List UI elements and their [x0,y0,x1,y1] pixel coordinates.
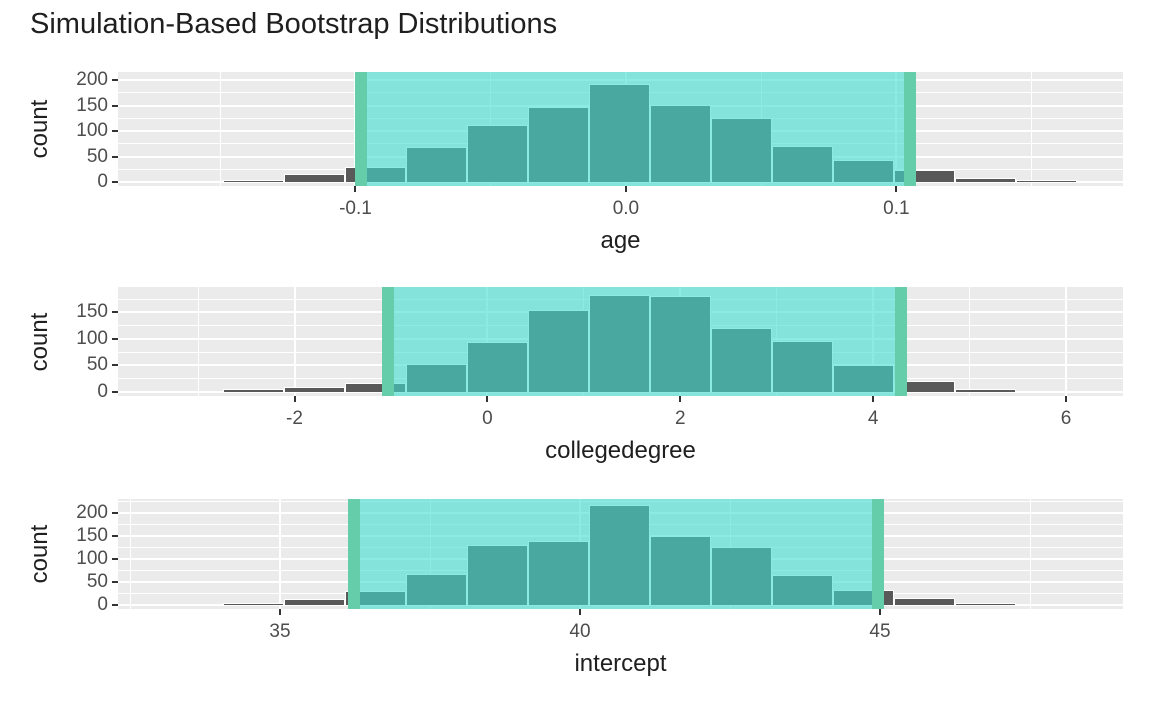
y-tick-label: 200 [76,69,108,90]
x-minor-gridline [1031,72,1033,186]
x-major-gridline [1065,287,1068,396]
x-major-gridline [279,499,281,609]
y-tick-mark [112,79,118,81]
y-tick-mark [112,604,118,606]
y-tick-label: 100 [76,120,108,141]
histogram-bar [284,173,346,184]
histogram-bar [1015,179,1077,184]
y-tick-label: 100 [76,548,108,570]
x-tick-label: -0.1 [339,198,372,219]
y-tick-mark [112,558,118,561]
x-minor-gridline [197,287,199,396]
facet-intercept-ci-band [353,499,879,609]
x-tick-mark [1065,396,1068,402]
x-tick-label: 2 [675,408,686,429]
y-tick-mark [112,104,118,107]
y-tick-mark [112,181,118,183]
y-tick-mark [112,535,118,538]
x-tick-mark [486,396,489,402]
y-tick-label: 0 [97,594,108,615]
facet-intercept-ci-lower-edge [347,499,360,609]
facet-collegedegree-ci-band [388,287,902,396]
y-tick-label: 150 [76,301,108,323]
x-minor-gridline [1029,499,1031,609]
y-tick-label: 200 [76,502,108,524]
histogram-bar [223,389,285,394]
x-tick-mark [579,609,581,615]
y-tick-label: 150 [76,94,108,116]
histogram-bar [284,386,346,394]
facet-intercept-ci-upper-edge [872,499,885,609]
x-tick-label: 0.1 [883,198,910,219]
y-tick-label: 100 [76,327,108,349]
y-tick-label: 50 [86,354,108,376]
chart-title: Simulation-Based Bootstrap Distributions [30,8,558,40]
facet-age-ci-upper-edge [903,72,916,186]
x-tick-mark [279,609,281,615]
y-axis-title-count: count [26,312,53,371]
x-minor-gridline [969,287,971,396]
y-tick-mark [112,581,118,584]
x-tick-label: 4 [867,408,879,429]
facet-collegedegree-axis-title: collegedegree [545,437,696,464]
x-minor-gridline [129,499,131,609]
y-axis-title-count: count [26,99,53,159]
histogram-bar [894,598,955,607]
x-tick-label: 35 [269,621,291,642]
x-tick-mark [872,396,875,402]
histogram-bar [955,602,1016,607]
y-tick-label: 150 [76,525,108,547]
x-tick-label: -2 [286,408,303,429]
y-tick-mark [112,311,118,314]
y-tick-label: 0 [97,171,108,192]
histogram-bar [283,598,345,607]
y-tick-mark [112,391,118,393]
x-minor-gridline [219,72,221,186]
histogram-bar [223,179,285,184]
x-tick-label: 45 [869,621,891,642]
histogram-bar [222,602,284,607]
y-axis-title-count: count [26,524,53,584]
facet-age-ci-lower-edge [354,72,367,186]
x-tick-mark [624,186,627,192]
histogram-bar [954,177,1016,184]
y-tick-label: 0 [97,381,108,402]
y-tick-mark [112,364,118,367]
y-tick-mark [112,155,118,158]
x-tick-mark [879,609,881,615]
x-tick-label: 6 [1060,408,1072,429]
y-tick-mark [112,130,118,132]
x-tick-mark [895,186,898,192]
x-tick-label: 0 [482,408,493,429]
y-tick-label: 50 [86,145,108,167]
x-tick-mark [354,186,357,192]
facet-collegedegree-ci-lower-edge [382,287,395,396]
facet-intercept-axis-title: intercept [574,650,667,677]
y-tick-mark [112,337,118,340]
x-tick-label: 40 [569,621,591,642]
x-tick-mark [293,396,296,402]
x-major-gridline [293,287,296,396]
y-tick-label: 50 [86,571,108,593]
facet-collegedegree-ci-upper-edge [895,287,908,396]
facet-age-axis-title: age [600,227,641,254]
histogram-bar [954,389,1016,394]
x-tick-mark [679,396,682,402]
y-tick-mark [112,512,118,515]
x-tick-label: 0.0 [612,198,640,219]
facet-age-ci-band [360,72,910,186]
